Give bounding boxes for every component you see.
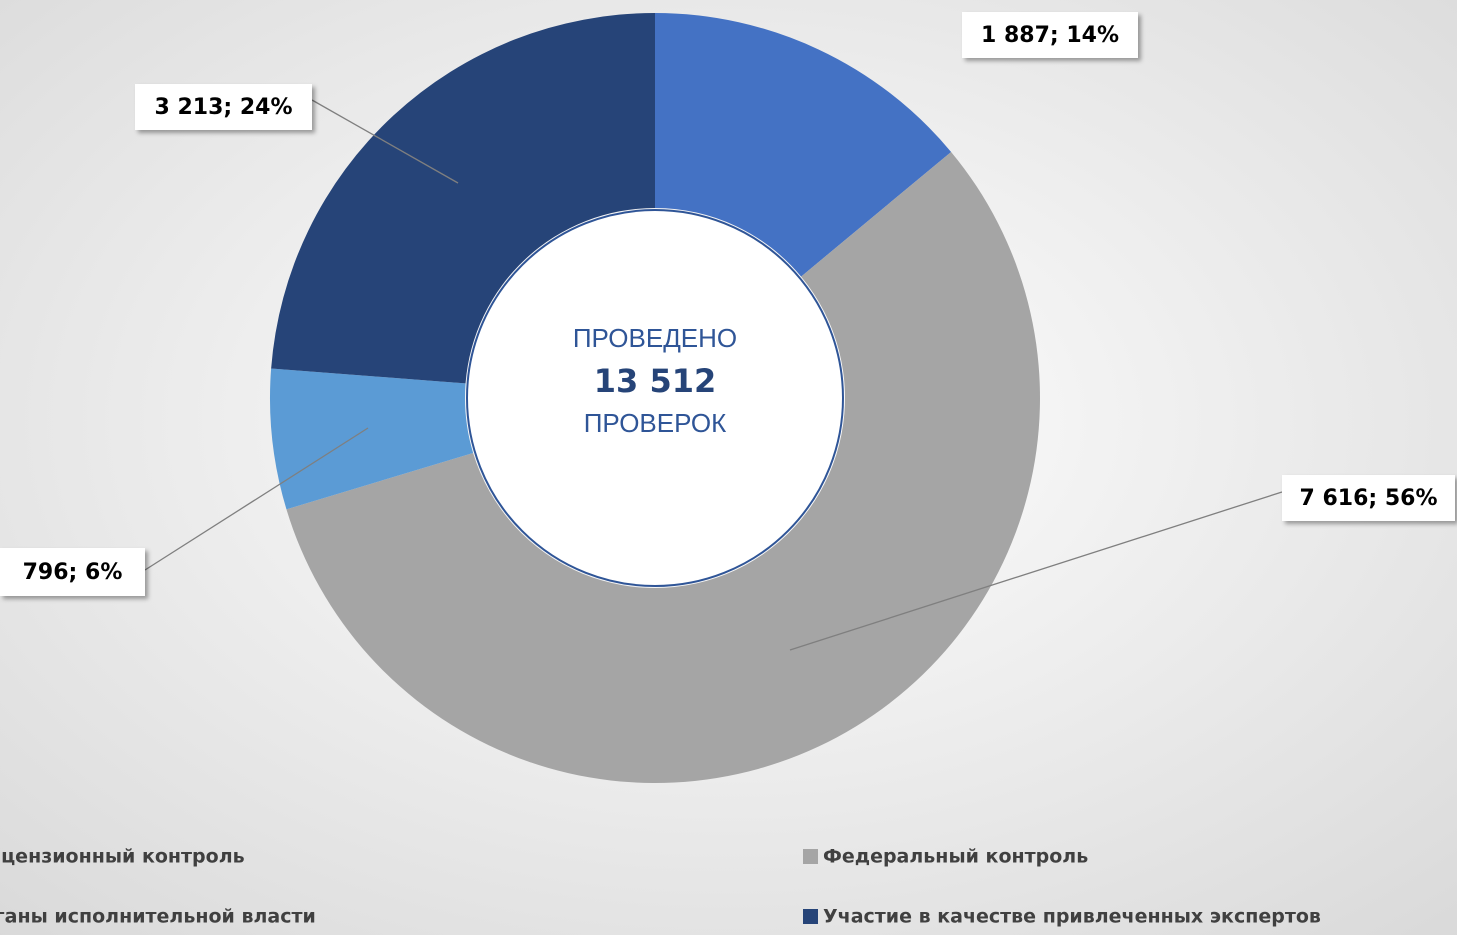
slice bbox=[271, 13, 655, 384]
label-box bbox=[135, 84, 312, 130]
data-label: 7 616; 56% bbox=[1299, 486, 1437, 511]
data-label: 3 213; 24% bbox=[154, 95, 292, 120]
label-box bbox=[962, 12, 1138, 58]
data-label: 1 887; 14% bbox=[981, 23, 1119, 48]
slice bbox=[270, 368, 474, 510]
legend-label: Органы исполнительной власти bbox=[0, 906, 316, 928]
legend-label: Федеральный контроль bbox=[823, 846, 1088, 868]
slice bbox=[655, 13, 952, 277]
inner-circle bbox=[466, 209, 844, 587]
legend-swatch bbox=[803, 909, 818, 924]
center-text: ПРОВЕДЕНО bbox=[573, 323, 737, 353]
data-label: 796; 6% bbox=[23, 560, 123, 585]
center-total: 13 512 bbox=[594, 362, 716, 400]
label-box bbox=[1282, 475, 1455, 521]
leader-line bbox=[789, 491, 1283, 651]
legend-label: Лицензионный контроль bbox=[0, 846, 245, 868]
leader-line bbox=[144, 427, 369, 571]
leader-line bbox=[311, 99, 459, 184]
legend-swatch bbox=[803, 849, 818, 864]
center-text: ПРОВЕРОК bbox=[584, 408, 727, 438]
slice bbox=[286, 151, 1040, 783]
legend-label: Участие в качестве привлеченных эксперто… bbox=[823, 906, 1321, 928]
label-box bbox=[0, 548, 145, 596]
